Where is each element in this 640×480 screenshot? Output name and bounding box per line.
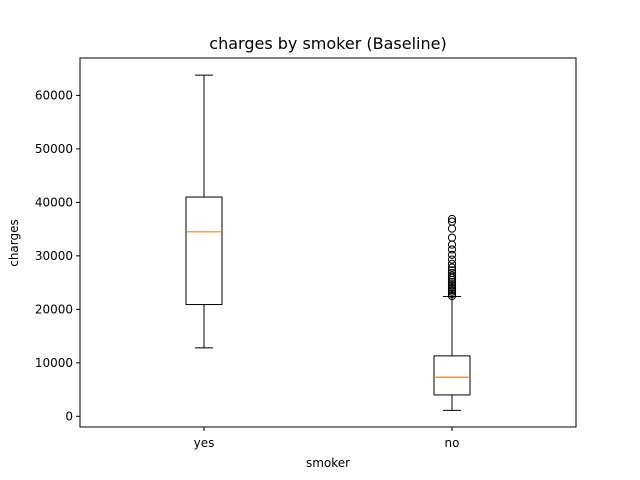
flier-point [447,240,457,249]
flier-point [447,289,457,298]
y-tick-label: 10000 [35,356,73,370]
box-no [433,214,471,411]
flier-point [447,217,457,226]
flier-point [447,214,457,224]
plot-area [185,74,471,411]
flier-point [447,250,457,259]
chart-title: charges by smoker (Baseline) [209,34,446,53]
flier-point [447,233,457,242]
flier-point [447,277,457,287]
flier-point [447,266,457,275]
flier-point [447,224,457,233]
y-axis-label: charges [7,219,21,267]
flier-point [447,271,457,280]
x-tick-label-no: no [445,436,460,450]
box-yes [185,74,223,349]
y-tick-label: 60000 [35,88,73,102]
box-iqr [433,355,471,396]
x-tick-label-yes: yes [194,436,215,450]
y-tick-label: 50000 [35,142,73,156]
flier-point [447,245,457,254]
flier-point [447,268,457,278]
flier-point [447,259,457,268]
box-iqr [185,196,223,306]
flier-point [447,285,457,295]
axes-frame [79,57,577,428]
x-axis-label: smoker [306,456,350,470]
flier-point [447,291,457,301]
y-tick-label: 20000 [35,302,73,316]
flier-point [447,283,457,293]
y-tick-label: 40000 [35,195,73,209]
flier-point [447,263,457,272]
flier-point [447,255,457,264]
y-tick-label: 0 [65,409,73,423]
y-tick-label: 30000 [35,249,73,263]
flier-point [447,280,457,289]
